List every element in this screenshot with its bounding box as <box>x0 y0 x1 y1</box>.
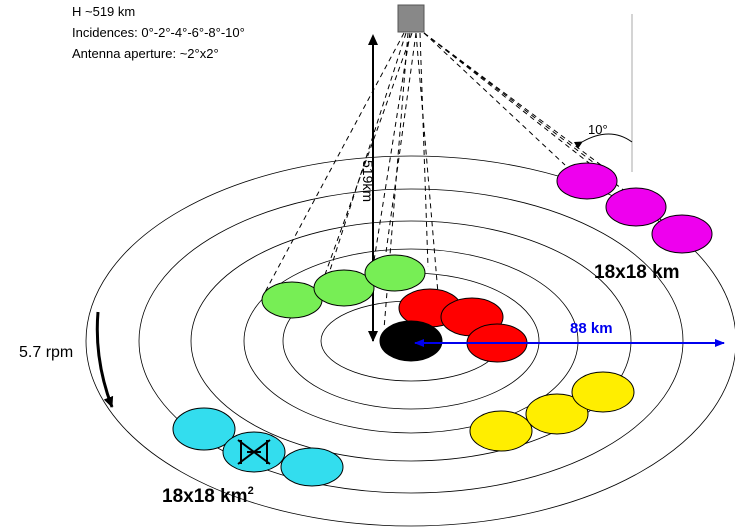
footprint-size-label-left: 18x18 km2 <box>162 485 254 507</box>
footprint-yellow <box>525 393 589 435</box>
beam-line <box>317 32 413 295</box>
footprint-size-label-left-text: 18x18 km <box>162 486 248 507</box>
beam-line <box>383 32 417 268</box>
footprint-nadir <box>379 320 443 362</box>
beam-line <box>415 32 442 330</box>
pixel-grid-bars <box>240 440 268 464</box>
footprints-yellow <box>469 371 635 452</box>
radius-label: 88 km <box>570 320 613 337</box>
beam-line <box>419 32 429 268</box>
rotation-arrow <box>95 311 114 408</box>
footprint-size-label-right: 18x18 km <box>594 262 680 283</box>
footprint-green <box>364 254 426 292</box>
footprints-cyan <box>172 407 344 487</box>
altitude-text: H ~519 km <box>72 4 136 19</box>
footprint-size-superscript: 2 <box>248 485 254 497</box>
footprint-green <box>313 269 375 307</box>
footprint-cyan <box>172 407 236 451</box>
footprint-magenta <box>651 214 713 254</box>
beam-line <box>263 32 405 295</box>
height-label: 519km <box>360 160 376 202</box>
footprint-yellow <box>469 410 533 452</box>
beam-line <box>423 32 599 167</box>
beam-line <box>423 32 618 178</box>
footprints-green <box>261 254 426 319</box>
angle-label: 10° <box>588 122 608 137</box>
beam-line <box>369 32 411 287</box>
footprint-magenta <box>556 162 618 200</box>
ground-circle-6 <box>85 155 735 527</box>
satellite-box <box>397 4 425 33</box>
aperture-text: Antenna aperture: ~2°x2° <box>72 46 219 61</box>
footprint-green <box>261 281 323 319</box>
footprints-magenta <box>556 162 713 254</box>
footprint-yellow <box>571 371 635 413</box>
angle-arc <box>573 133 633 149</box>
beam-line <box>423 32 566 166</box>
footprint-magenta <box>605 187 667 227</box>
pixel-grid-marker <box>237 439 271 465</box>
footprint-cyan <box>280 447 344 487</box>
rotation-label: 5.7 rpm <box>19 344 73 361</box>
incidences-text: Incidences: 0°-2°-4°-6°-8°-10° <box>72 25 245 40</box>
